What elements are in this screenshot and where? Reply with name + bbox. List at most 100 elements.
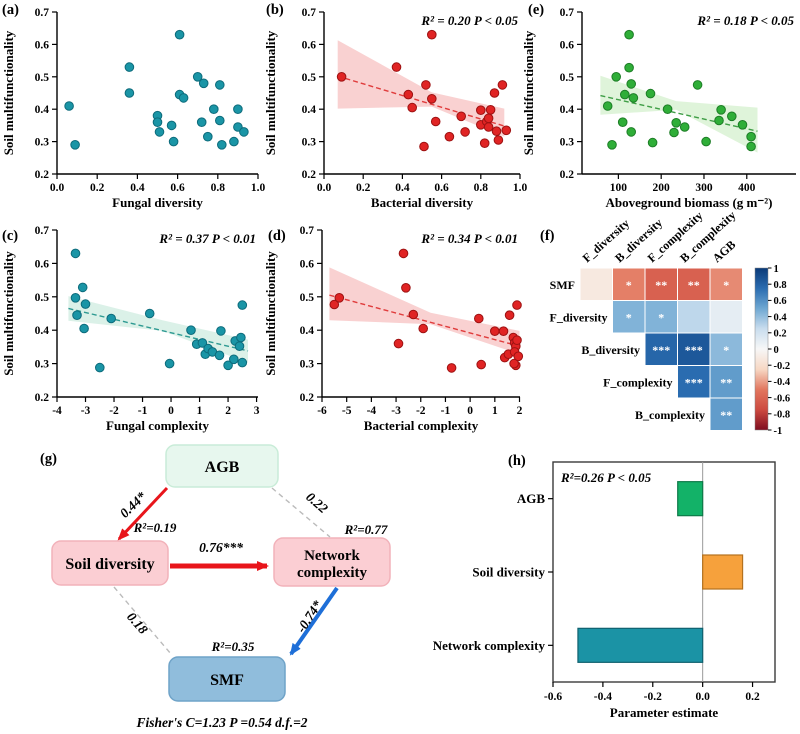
colorbar-tick-label: 0.8 (774, 280, 787, 291)
data-point (408, 309, 419, 320)
y-tick-label: 0.4 (35, 325, 50, 337)
data-point (727, 111, 737, 122)
category-label: AGB (517, 491, 546, 506)
data-point (237, 300, 248, 310)
y-tick-label: 0.7 (560, 7, 575, 19)
data-point (626, 79, 636, 89)
x-tick-label: 2 (517, 405, 523, 417)
x-tick-label: -1 (138, 405, 148, 417)
panel-d: (d) 0.2 0.3 0.4 0.5 0.6 0.7 -6 -5 -4 -3 -2 -1 0 1 2 Bac… (262, 216, 524, 435)
x-tick-label: -5 (342, 405, 352, 417)
y-tick-label: 0.3 (35, 359, 50, 371)
y-tick-label: 0.6 (302, 39, 317, 51)
y-axis-title: Soil multifunctionality (1, 251, 16, 376)
data-point (203, 131, 213, 142)
data-point (215, 115, 225, 126)
data-point (174, 29, 185, 40)
stats-text: R² = 0.34 P < 0.01 (420, 231, 518, 246)
x-tick-label: 0.8 (211, 182, 226, 194)
regression-line (329, 294, 520, 347)
data-point (483, 122, 494, 132)
data-point (498, 326, 509, 336)
data-point (198, 78, 209, 89)
y-tick-label: 0.7 (35, 225, 50, 237)
data-point (166, 120, 177, 131)
data-point (476, 359, 486, 370)
data-point (460, 127, 470, 137)
data-point (209, 104, 219, 114)
edge-net-smf-coefficient: -0.74* (293, 598, 325, 636)
data-point (234, 341, 245, 351)
x-tick-label: 0.0 (695, 691, 710, 703)
regression-line (68, 307, 249, 352)
panel-b-svg: 0.20.30.40.50.60.70.0 0.2 0.4 0.6 0.8 1.0Bact… (263, 7, 527, 210)
panel-h-letter: (h) (508, 453, 526, 469)
bar (702, 554, 744, 590)
x-tick-label: 300 (695, 182, 713, 194)
data-point (196, 117, 207, 127)
data-point (401, 283, 411, 293)
data-point (334, 293, 345, 303)
heatmap-cell (709, 397, 743, 431)
panel-c: (c) 0.2 0.3 0.4 0.5 0.6 0.7 -4 -3 -2 -1 0 1 2 3 Fungal… (0, 216, 262, 435)
x-tick-label: 0.6 (170, 182, 185, 194)
category-label: Network complexity (433, 638, 546, 653)
data-point (70, 140, 80, 150)
node-agb-label: AGB (205, 459, 240, 476)
x-tick-label: -2 (109, 405, 119, 417)
x-axis-title: Fungal complexity (106, 418, 209, 433)
data-point (80, 299, 91, 309)
data-point (336, 72, 347, 82)
x-tick-label: -4 (367, 405, 377, 417)
x-tick-label: 100 (610, 182, 628, 194)
x-tick-label: 0.4 (130, 182, 145, 194)
colorbar-tick-label: 0.2 (774, 329, 787, 340)
panel-c-letter: (c) (2, 228, 19, 244)
panel-e: (e) 0.2 0.3 0.4 0.5 0.6 0.7 100 200 300 400 Aboveg… (520, 0, 800, 216)
y-tick-label: 0.3 (302, 137, 317, 149)
data-point (430, 116, 441, 127)
x-tick-label: -3 (391, 405, 401, 417)
y-tick-label: 0.5 (302, 72, 317, 84)
row-label: F_complexity (603, 375, 672, 389)
row-label: F_diversity (550, 310, 608, 324)
data-point (456, 111, 466, 122)
node-agb (165, 444, 279, 488)
panel-f: (f) * ** ** * * * *** *** * *** ** ** SMF F_diversity… (520, 208, 800, 437)
data-point (493, 135, 504, 145)
y-axis-title: Soil multifunctionality (521, 30, 536, 155)
data-point (403, 89, 414, 100)
data-point (645, 88, 656, 99)
heatmap-cell (677, 332, 711, 366)
data-point (512, 300, 522, 310)
x-tick-label: 3 (254, 405, 260, 417)
data-point (620, 89, 630, 100)
panel-d-letter: (d) (268, 228, 286, 244)
x-tick-label: -6 (317, 405, 327, 417)
panel-c-svg: 0.2 0.3 0.4 0.5 0.6 0.7 -4 -3 -2 -1 0 1 2 3 Fungal com… (1, 225, 260, 433)
panel-a-letter: (a) (2, 2, 19, 18)
data-point (239, 127, 249, 137)
regression-line (600, 94, 758, 132)
data-point (427, 94, 437, 104)
significance-stars: ** (720, 375, 732, 389)
y-tick-label: 0.2 (35, 392, 50, 404)
x-tick-label: 0.0 (317, 182, 332, 194)
y-tick-label: 0.6 (560, 39, 575, 51)
colorbar-tick-label: -0.6 (774, 393, 791, 404)
x-tick-label: 400 (738, 182, 756, 194)
colorbar-tick-label: 0.6 (774, 296, 787, 307)
panel-e-svg: 0.2 0.3 0.4 0.5 0.6 0.7 100 200 300 400Abovegroun… (521, 7, 796, 210)
colorbar-tick-label: -0.2 (774, 361, 791, 372)
panel-b-letter: (b) (266, 2, 284, 18)
data-point (124, 88, 135, 98)
panel-f-letter: (f) (540, 228, 555, 244)
x-tick-label: 0.6 (434, 182, 449, 194)
data-point (419, 141, 429, 152)
data-point (79, 323, 89, 334)
y-tick-label: 0.6 (300, 258, 315, 270)
data-point (168, 136, 179, 147)
node-smf (168, 656, 286, 702)
x-axis-title: Fungal diversity (112, 195, 203, 210)
x-tick-label: 2 (225, 405, 231, 417)
